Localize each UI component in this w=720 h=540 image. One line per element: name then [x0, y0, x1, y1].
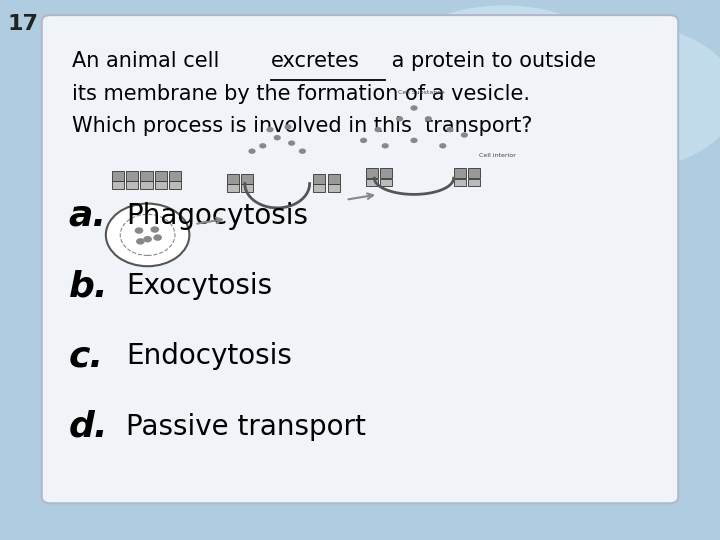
Bar: [468, 168, 480, 178]
Ellipse shape: [403, 5, 605, 103]
Text: a protein to outside: a protein to outside: [385, 51, 596, 71]
Bar: [313, 174, 325, 184]
Text: 17: 17: [7, 14, 38, 33]
Circle shape: [248, 148, 256, 154]
Text: Passive transport: Passive transport: [126, 413, 366, 441]
Circle shape: [106, 204, 189, 266]
Ellipse shape: [486, 22, 720, 173]
Circle shape: [299, 148, 306, 154]
Bar: [169, 171, 181, 181]
Circle shape: [274, 135, 281, 140]
Circle shape: [150, 226, 159, 233]
Bar: [366, 168, 378, 178]
Text: excretes: excretes: [271, 51, 359, 71]
Bar: [380, 179, 392, 186]
Text: Cell interior: Cell interior: [479, 153, 516, 158]
Circle shape: [425, 116, 432, 122]
Circle shape: [266, 127, 274, 132]
Bar: [313, 184, 325, 192]
Text: Exocytosis: Exocytosis: [126, 272, 272, 300]
Circle shape: [410, 138, 418, 143]
Circle shape: [439, 143, 446, 148]
Text: Phagocytosis: Phagocytosis: [126, 202, 308, 230]
Text: d.: d.: [68, 410, 108, 443]
Bar: [328, 174, 340, 184]
Circle shape: [135, 227, 143, 234]
Bar: [227, 184, 239, 192]
Circle shape: [259, 143, 266, 148]
Bar: [126, 171, 138, 181]
Text: An animal cell: An animal cell: [72, 51, 226, 71]
Circle shape: [382, 143, 389, 148]
Circle shape: [410, 105, 418, 111]
Circle shape: [374, 127, 382, 132]
Circle shape: [396, 116, 403, 122]
Text: a.: a.: [68, 199, 107, 233]
Bar: [468, 179, 480, 186]
Circle shape: [288, 140, 295, 146]
Bar: [227, 174, 239, 184]
Text: b.: b.: [68, 269, 108, 303]
Circle shape: [153, 234, 162, 241]
Bar: [155, 171, 167, 181]
Text: Which process is involved in this  transport?: Which process is involved in this transp…: [72, 116, 533, 136]
Circle shape: [136, 238, 145, 245]
Bar: [454, 168, 466, 178]
Text: c.: c.: [68, 340, 104, 373]
Bar: [112, 171, 124, 181]
Bar: [155, 181, 167, 189]
Bar: [328, 184, 340, 192]
Circle shape: [284, 124, 292, 130]
Bar: [140, 181, 153, 189]
Bar: [126, 181, 138, 189]
Circle shape: [143, 236, 152, 242]
Bar: [241, 184, 253, 192]
Bar: [380, 168, 392, 178]
Text: its membrane by the formation of a vesicle.: its membrane by the formation of a vesic…: [72, 84, 530, 104]
Bar: [241, 174, 253, 184]
Bar: [366, 179, 378, 186]
Bar: [454, 179, 466, 186]
Text: Endocytosis: Endocytosis: [126, 342, 292, 370]
Circle shape: [360, 138, 367, 143]
Bar: [140, 171, 153, 181]
Bar: [169, 181, 181, 189]
FancyBboxPatch shape: [42, 15, 678, 503]
Bar: [112, 181, 124, 189]
Circle shape: [446, 127, 454, 132]
Circle shape: [461, 132, 468, 138]
Text: Cell Substance: Cell Substance: [398, 91, 444, 96]
